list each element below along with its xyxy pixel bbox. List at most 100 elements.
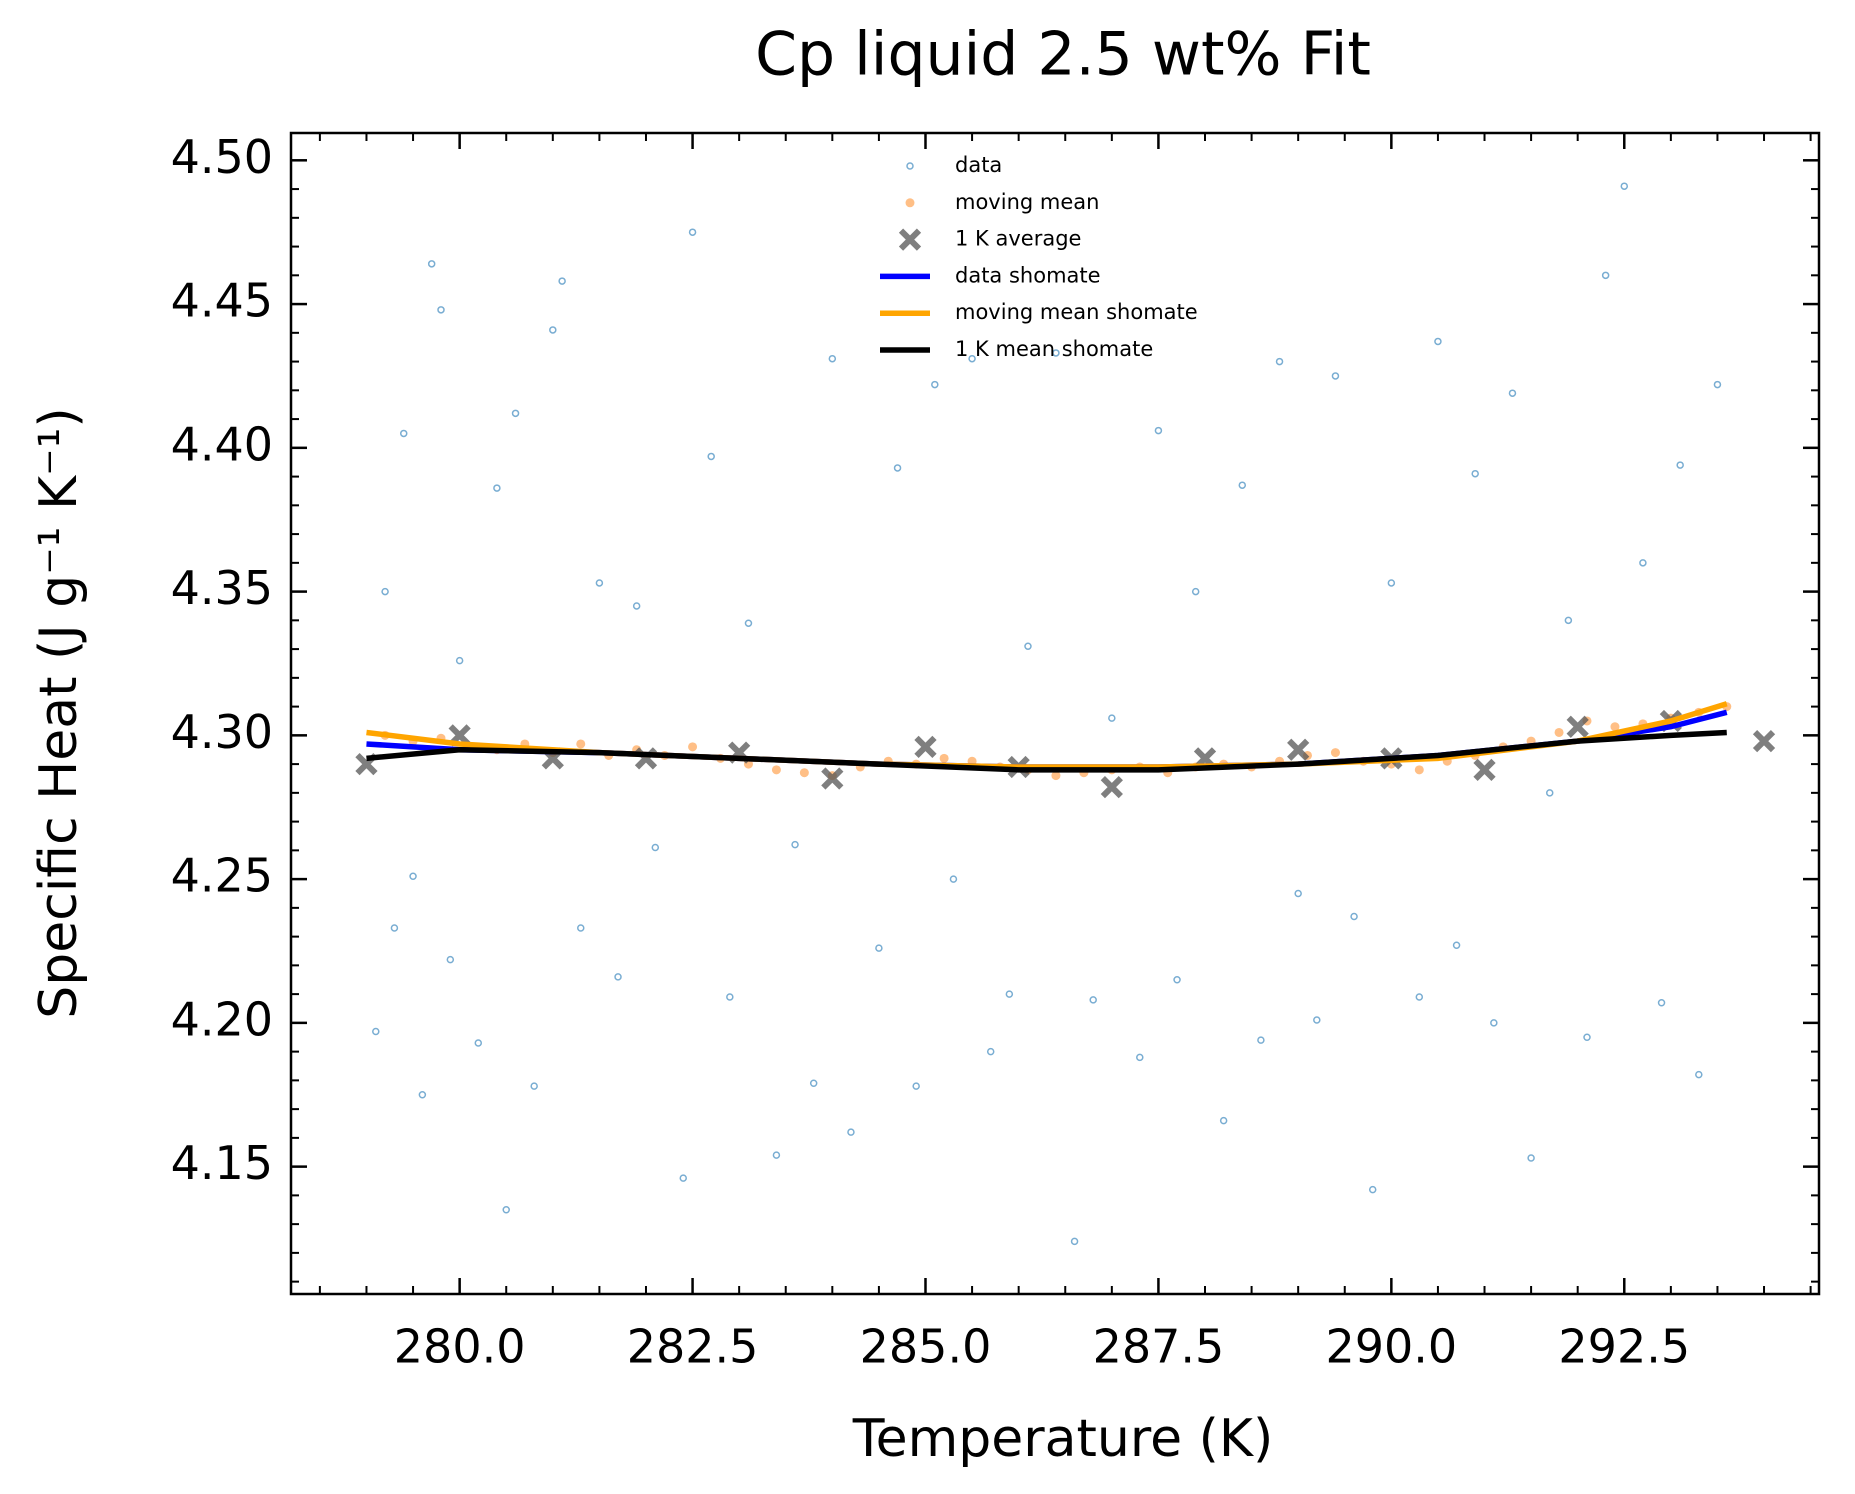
x-tick-label: 282.5 xyxy=(627,1320,759,1374)
data-point xyxy=(875,944,883,952)
fit-line xyxy=(366,729,1727,773)
data-point xyxy=(1601,271,1610,280)
data-point xyxy=(558,277,566,285)
legend-label: moving mean xyxy=(955,190,1099,214)
data-point xyxy=(1620,182,1629,190)
data-point xyxy=(1676,461,1684,469)
data-point xyxy=(1583,1033,1591,1041)
data-point xyxy=(1527,1154,1535,1162)
data-point xyxy=(502,1206,510,1214)
data-point xyxy=(1545,789,1554,797)
data-point xyxy=(799,768,809,778)
data-point xyxy=(1331,372,1340,380)
data-point xyxy=(688,228,697,236)
data-point xyxy=(968,354,976,363)
data-point xyxy=(595,579,604,587)
data-point xyxy=(372,1027,380,1036)
y-tick-label: 4.40 xyxy=(171,417,273,471)
data-point xyxy=(1473,758,1496,781)
data-point xyxy=(939,753,949,763)
data-point xyxy=(1566,715,1589,738)
data-point xyxy=(390,924,399,932)
data-point xyxy=(549,326,557,334)
data-point xyxy=(418,1090,427,1099)
data-point xyxy=(1136,1053,1144,1062)
legend-swatch xyxy=(898,228,922,251)
data-point xyxy=(707,452,715,461)
fit-line xyxy=(366,701,1728,770)
y-tick-label: 4.15 xyxy=(171,1136,273,1190)
data-point xyxy=(828,354,837,363)
data-point xyxy=(1024,642,1032,650)
data-point xyxy=(577,924,585,932)
y-tick-label: 4.45 xyxy=(171,274,273,328)
data-point xyxy=(791,840,799,849)
data-point xyxy=(914,735,937,758)
data-point xyxy=(1238,481,1247,489)
y-tick-label: 4.20 xyxy=(171,992,273,1046)
data-point xyxy=(1554,727,1564,737)
data-point xyxy=(399,429,408,438)
data-point xyxy=(576,739,586,749)
y-axis-label: Specific Heat (J g⁻¹ K⁻¹) xyxy=(29,407,89,1018)
data-point xyxy=(427,260,436,268)
data-point xyxy=(632,602,641,610)
data-point xyxy=(912,1082,920,1090)
data-point xyxy=(1387,579,1396,587)
legend-swatch xyxy=(906,162,914,170)
x-tick-label: 280.0 xyxy=(394,1320,526,1374)
data-point xyxy=(530,1082,538,1090)
data-point xyxy=(437,306,445,314)
data-point xyxy=(893,464,902,472)
data-point xyxy=(1313,1016,1321,1024)
data-point xyxy=(1639,559,1647,567)
x-tick-label: 287.5 xyxy=(1093,1320,1225,1374)
data-point xyxy=(409,872,417,880)
data-point xyxy=(809,1079,818,1087)
data-point xyxy=(949,875,958,883)
data-point xyxy=(1100,775,1123,799)
data-point xyxy=(1219,1116,1228,1125)
legend-label: data shomate xyxy=(955,263,1101,287)
data-point xyxy=(1415,993,1424,1001)
data-point xyxy=(847,1128,855,1136)
legend-label: moving mean shomate xyxy=(955,300,1198,324)
data-point xyxy=(1713,380,1722,389)
data-point xyxy=(1508,389,1517,397)
data-point xyxy=(1414,765,1424,775)
legend-label: 1 K average xyxy=(955,227,1081,251)
legend-swatch xyxy=(905,198,915,208)
y-tick-label: 4.30 xyxy=(171,705,273,759)
data-point xyxy=(1368,1185,1377,1194)
data-point xyxy=(1752,729,1776,753)
legend-label: data xyxy=(955,153,1002,177)
data-point xyxy=(1657,998,1666,1007)
data-point xyxy=(1564,616,1573,625)
data-point xyxy=(1051,771,1061,781)
plot-frame xyxy=(289,131,1821,1296)
legend-label: 1 K mean shomate xyxy=(955,337,1153,361)
x-tick-label: 290.0 xyxy=(1325,1320,1457,1374)
y-tick-label: 4.50 xyxy=(171,130,273,184)
data-point xyxy=(986,1047,995,1056)
data-point xyxy=(1173,975,1181,984)
data-point xyxy=(614,973,622,981)
y-tick-label: 4.35 xyxy=(171,561,273,615)
data-point xyxy=(1005,990,1014,998)
data-point xyxy=(1294,889,1302,898)
data-point xyxy=(474,1039,483,1047)
data-point xyxy=(1052,349,1060,357)
data-point xyxy=(493,484,501,492)
data-point xyxy=(1275,357,1284,366)
data-point xyxy=(726,993,734,1001)
data-point xyxy=(455,656,464,665)
x-tick-label: 292.5 xyxy=(1558,1320,1690,1374)
data-point xyxy=(1108,714,1116,722)
data-point xyxy=(1070,1237,1079,1246)
data-point xyxy=(771,765,781,775)
data-point xyxy=(1452,941,1461,949)
data-point xyxy=(1471,469,1479,478)
data-point xyxy=(381,587,389,596)
data-point xyxy=(1695,1070,1703,1079)
